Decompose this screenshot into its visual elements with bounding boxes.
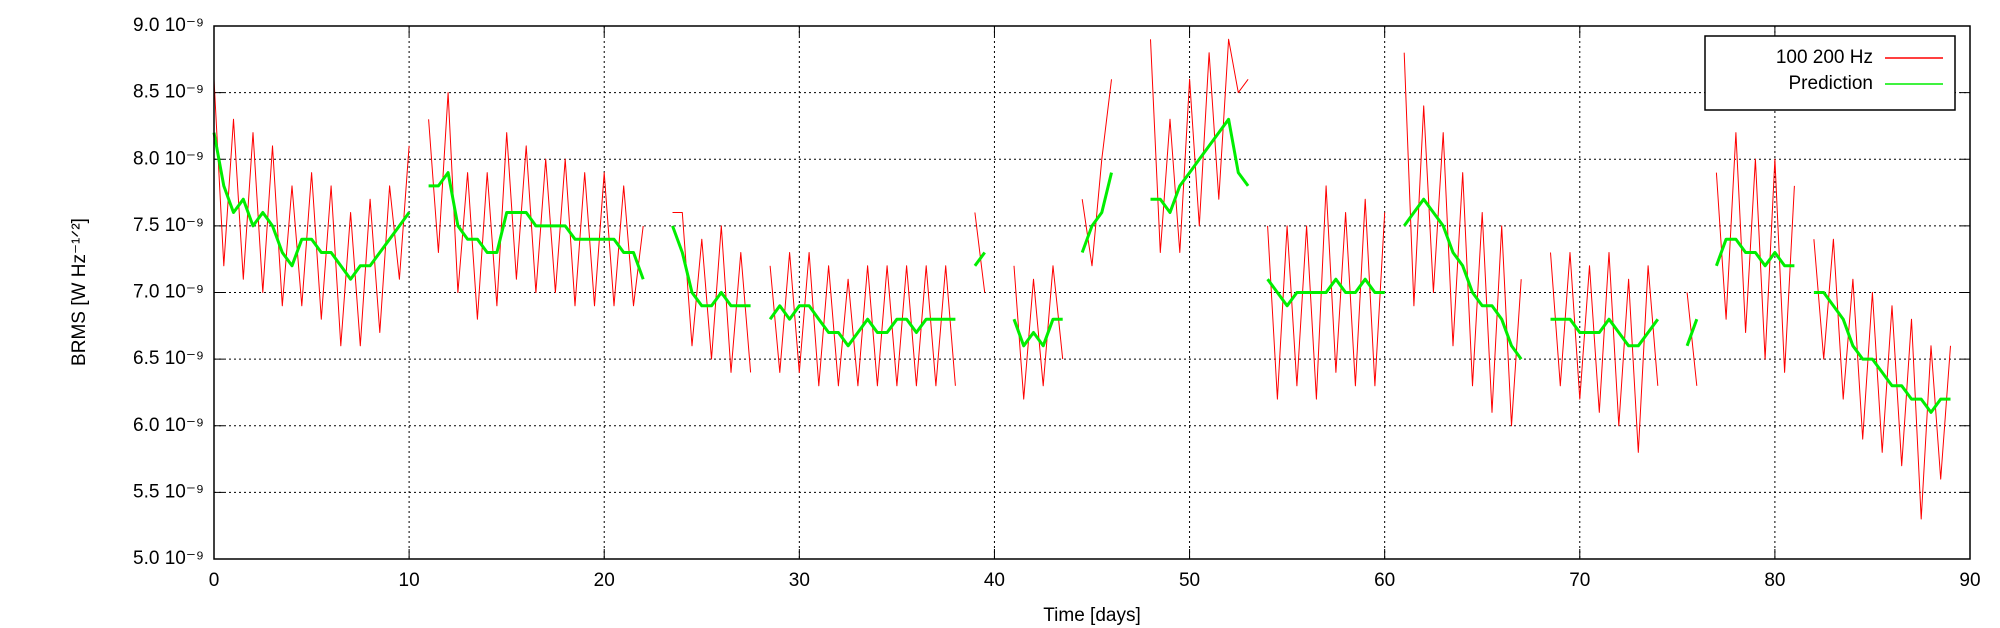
x-tick-label: 20 bbox=[594, 570, 615, 591]
x-axis-title: Time [days] bbox=[1043, 605, 1141, 626]
x-tick-label: 90 bbox=[1959, 570, 1980, 591]
x-tick-label: 80 bbox=[1764, 570, 1785, 591]
y-tick-label: 9.0 10⁻⁹ bbox=[133, 15, 204, 36]
y-tick-label: 6.0 10⁻⁹ bbox=[133, 415, 204, 436]
x-tick-label: 70 bbox=[1569, 570, 1590, 591]
legend-box bbox=[1704, 35, 1956, 111]
x-tick-label: 50 bbox=[1179, 570, 1200, 591]
series-line bbox=[213, 38, 1951, 520]
legend-label: Prediction bbox=[1789, 73, 1874, 94]
x-tick-label: 60 bbox=[1374, 570, 1395, 591]
x-tick-label: 40 bbox=[984, 570, 1005, 591]
y-tick-label: 7.0 10⁻⁹ bbox=[133, 282, 204, 303]
y-tick-label: 6.5 10⁻⁹ bbox=[133, 348, 204, 369]
legend-label: 100 200 Hz bbox=[1776, 47, 1873, 68]
y-tick-label: 7.5 10⁻⁹ bbox=[133, 215, 204, 236]
y-tick-label: 5.5 10⁻⁹ bbox=[133, 481, 204, 502]
x-tick-label: 10 bbox=[399, 570, 420, 591]
y-axis-title: BRMS [W Hz⁻¹ᐟ²] bbox=[69, 218, 90, 366]
x-tick-label: 0 bbox=[209, 570, 220, 591]
y-tick-label: 8.0 10⁻⁹ bbox=[133, 148, 204, 169]
y-tick-label: 8.5 10⁻⁹ bbox=[133, 82, 204, 103]
plot-frame bbox=[213, 25, 1971, 560]
series-line bbox=[212, 117, 1951, 414]
x-tick-label: 30 bbox=[789, 570, 810, 591]
y-tick-label: 5.0 10⁻⁹ bbox=[133, 548, 204, 569]
